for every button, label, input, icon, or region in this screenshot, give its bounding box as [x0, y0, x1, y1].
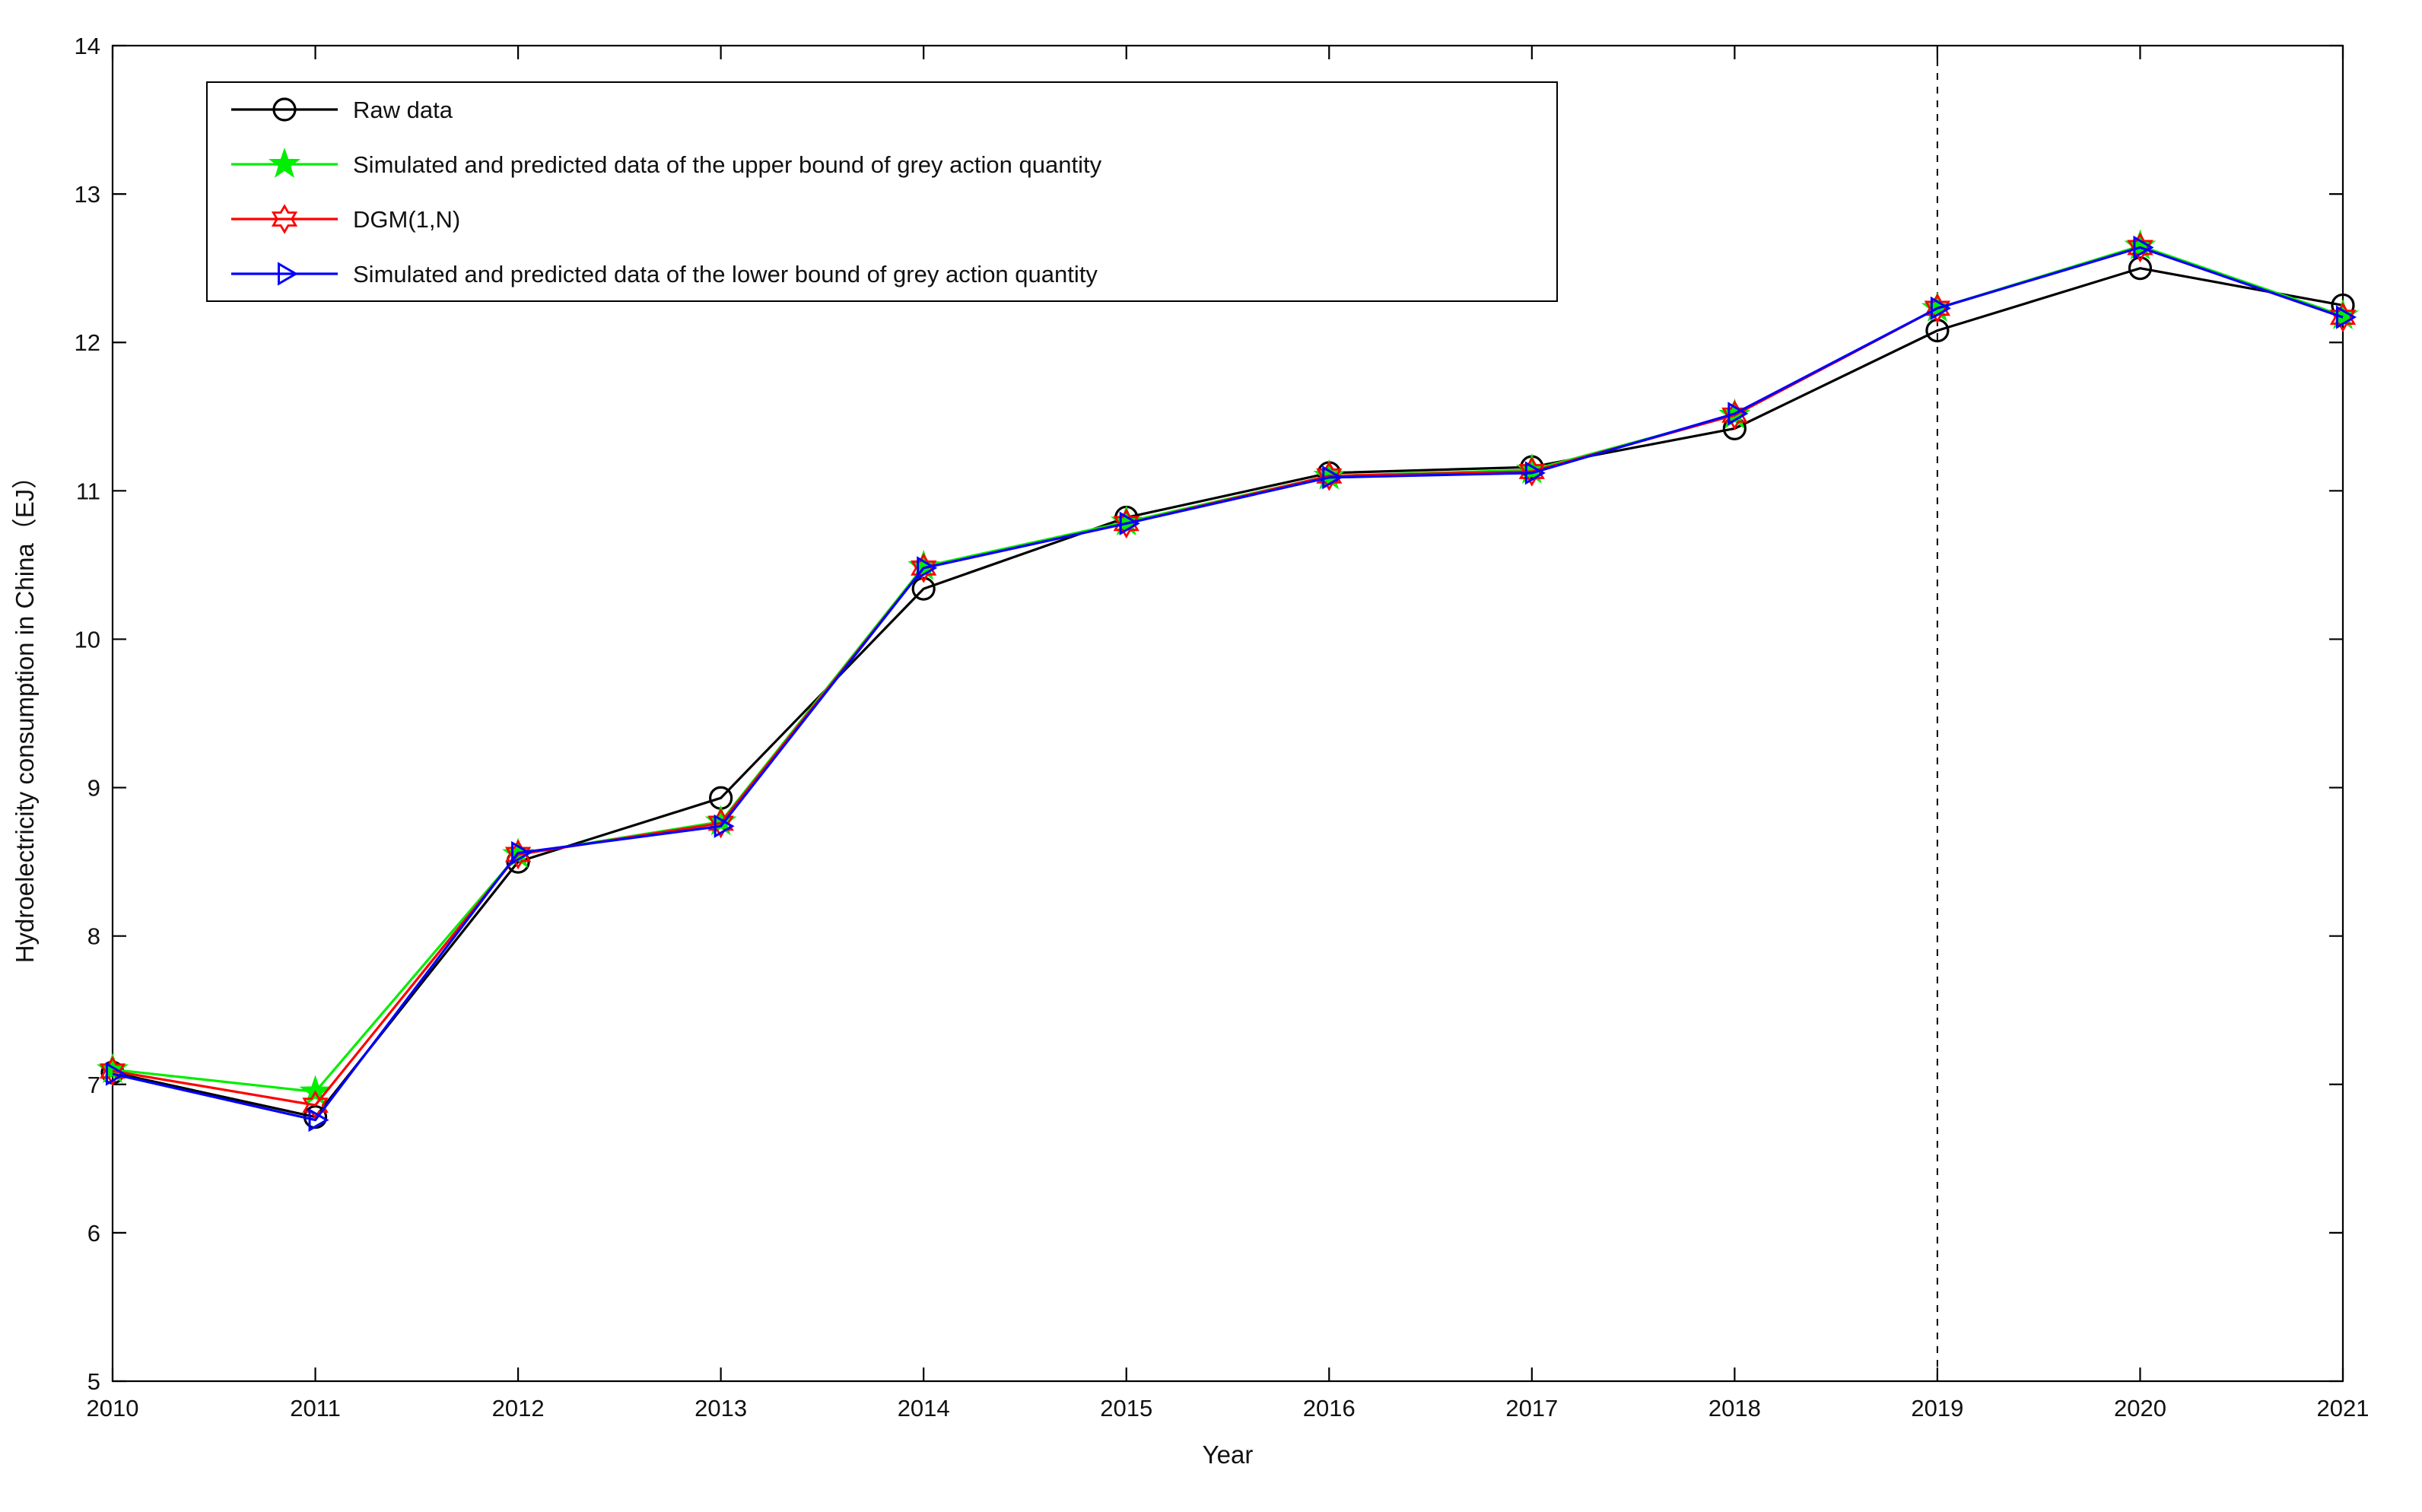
legend-label: Raw data	[353, 97, 453, 123]
series-simulated-and-predicted-data-of-the-lower-bound-of-grey-action-quantity	[106, 235, 2357, 1132]
hexagram-marker	[2127, 232, 2153, 263]
hexagram-marker	[99, 1056, 126, 1087]
hexagram-marker	[271, 204, 298, 234]
y-tick-label: 7	[87, 1072, 100, 1098]
legend-label: Simulated and predicted data of the uppe…	[353, 151, 1102, 178]
x-tick-label: 2010	[87, 1395, 139, 1421]
triangle-right-marker	[278, 262, 299, 286]
legend-box	[206, 81, 1558, 302]
hexagram-marker	[504, 839, 532, 870]
series-line	[112, 246, 2344, 1122]
x-tick-label: 2013	[694, 1395, 747, 1421]
triangle-right-marker	[1322, 465, 1343, 490]
triangle-right-marker	[1930, 296, 1951, 320]
star-marker	[268, 147, 301, 178]
hexagram-marker	[707, 808, 734, 839]
legend-entry: Simulated and predicted data of the lowe…	[231, 261, 1098, 287]
y-tick-label: 5	[87, 1368, 100, 1395]
triangle-right-marker	[106, 1062, 127, 1086]
hexagram-marker	[1518, 456, 1545, 487]
x-axis-label: Year	[1203, 1441, 1254, 1469]
x-tick-label: 2020	[2114, 1395, 2166, 1421]
x-axis: 2010 2011 2012 2013 2014 2015 2016 2017 2018 2019…	[87, 46, 2370, 1421]
x-tick-label: 2012	[492, 1395, 545, 1421]
triangle-right-marker	[1524, 461, 1546, 485]
x-tick-label: 2016	[1303, 1395, 1356, 1421]
series-line	[112, 267, 2344, 1119]
triangle-right-marker	[308, 1108, 329, 1132]
y-tick-label: 9	[87, 775, 100, 802]
x-tick-label: 2018	[1708, 1395, 1761, 1421]
circle-marker	[911, 577, 936, 601]
triangle-right-marker	[2336, 305, 2357, 329]
y-tick-label: 6	[87, 1220, 100, 1247]
hexagram-marker	[2329, 302, 2357, 332]
triangle-right-marker	[714, 814, 735, 838]
triangle-right-marker	[1728, 402, 1749, 426]
y-tick-label: 10	[75, 626, 100, 653]
y-tick-label: 8	[87, 923, 100, 950]
triangle-right-marker	[917, 556, 938, 580]
x-tick-label: 2014	[898, 1395, 950, 1421]
x-tick-label: 2015	[1100, 1395, 1152, 1421]
legend-entry: Simulated and predicted data of the uppe…	[231, 147, 1102, 178]
legend-label: Simulated and predicted data of the lowe…	[353, 261, 1098, 287]
circle-marker	[2128, 256, 2153, 281]
triangle-right-marker	[511, 840, 532, 865]
circle-marker	[272, 97, 297, 122]
y-axis: 5 6 7 8 9 10 11 12 13 14	[75, 33, 2343, 1395]
y-tick-label: 11	[76, 478, 100, 504]
hexagram-marker	[911, 552, 937, 583]
legend-entry: DGM(1,N)	[231, 204, 460, 234]
legend-label: DGM(1,N)	[353, 206, 460, 233]
legend-entry: Raw data	[231, 97, 453, 123]
hexagram-marker	[1316, 460, 1343, 491]
y-tick-label: 13	[75, 181, 100, 208]
hexagram-marker	[1924, 293, 1951, 324]
x-tick-label: 2019	[1911, 1395, 1963, 1421]
y-tick-label: 12	[75, 329, 100, 356]
triangle-right-marker	[1119, 511, 1140, 535]
hexagram-marker	[1113, 508, 1139, 539]
x-tick-label: 2011	[290, 1395, 341, 1421]
legend: Raw data Simulated and predicted data of …	[206, 81, 1558, 302]
y-tick-label: 14	[75, 33, 100, 59]
x-tick-label: 2021	[2317, 1395, 2370, 1421]
x-tick-label: 2017	[1505, 1395, 1558, 1421]
plot-border	[111, 44, 2344, 1383]
triangle-right-marker	[2133, 235, 2154, 259]
y-axis-label: Hydroelectricity consumption in China（EJ…	[11, 464, 39, 964]
